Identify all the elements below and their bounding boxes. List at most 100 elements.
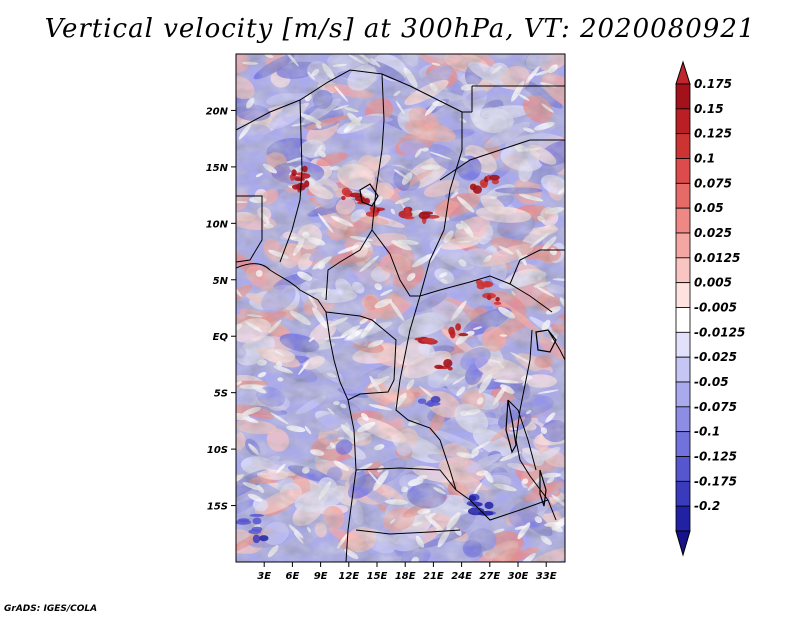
colorbar-segment [675, 282, 691, 308]
x-tick-label: 27E [479, 571, 500, 582]
strong-updraft-spot [493, 301, 502, 305]
colorbar-segment [675, 108, 691, 135]
map-frame [235, 53, 566, 563]
x-tick-label: 24E [451, 571, 472, 582]
y-tick-label: EQ [213, 332, 229, 343]
colorbar-label: 0.15 [694, 102, 724, 116]
x-tick-label: 33E [536, 571, 557, 582]
colorbar-label: 0.175 [694, 77, 732, 91]
colorbar-segment [675, 456, 691, 482]
strong-updraft-spot [486, 294, 492, 301]
strong-downdraft-spot [430, 396, 441, 404]
colorbar-label: -0.125 [694, 450, 737, 464]
strong-downdraft-spot [252, 534, 261, 544]
border-line-8 [395, 295, 457, 491]
lake-victoria [535, 329, 557, 353]
colorbar-label: -0.075 [694, 400, 737, 414]
colorbar-segment [675, 381, 691, 408]
x-tick-label: 12E [338, 571, 359, 582]
colorbar-segment [675, 431, 691, 457]
strong-updraft-spot [421, 337, 436, 343]
colorbar-segment [675, 182, 691, 209]
border-sahara [236, 69, 472, 131]
strong-updraft-spot [341, 195, 346, 201]
colorbar-segment [675, 207, 691, 234]
x-tick-label: 30E [508, 571, 529, 582]
border-line-2 [371, 73, 385, 231]
strong-downdraft-spot [417, 398, 427, 404]
colorbar-label: 0.125 [694, 127, 732, 141]
colorbar-label: -0.0125 [694, 325, 745, 339]
strong-downdraft-spot [249, 513, 264, 517]
strong-updraft-spot [302, 165, 308, 173]
colorbar-segment [675, 331, 691, 358]
strong-updraft-spot [480, 182, 488, 189]
coastline-west [236, 263, 357, 562]
colorbar: 0.175 0.15 0.125 0.1 0.075 0.05 0.025 0.0125 0.0… [675, 60, 745, 557]
y-tick-label: 5N [213, 276, 229, 287]
lake-malawi [539, 469, 547, 507]
strong-updraft-spot [294, 178, 306, 182]
strong-updraft-spot [489, 174, 500, 181]
border-line-9 [355, 467, 549, 521]
strong-updraft-spot [495, 297, 500, 302]
strong-updraft-spot [418, 211, 431, 220]
border-line-16 [515, 329, 557, 521]
strong-downdraft-spot [484, 501, 494, 509]
strong-downdraft-spot [259, 535, 269, 542]
colorbar-label: 0.1 [694, 152, 715, 166]
x-tick-label: 3E [257, 571, 271, 582]
strong-downdraft-spot [467, 507, 485, 516]
y-tick-label: 15S [207, 502, 228, 513]
strong-updraft-patches [236, 165, 502, 544]
strong-downdraft-spot [424, 401, 441, 406]
colorbar-label: 0.075 [694, 176, 732, 190]
strong-updraft-spot [447, 366, 453, 371]
colorbar-label: -0.1 [694, 425, 720, 439]
y-tick-label: 15N [206, 163, 229, 174]
grads-credit: GrADS: IGES/COLA [4, 604, 98, 614]
strong-updraft-spot [291, 169, 297, 177]
colorbar-label: -0.005 [694, 301, 737, 315]
x-axis: 3E 6E 9E 12E 15E 18E 21E 24E 27E 30E 33E [257, 562, 557, 582]
colorbar-segment [675, 257, 691, 284]
border-line-5 [325, 229, 373, 301]
y-tick-label: 20N [206, 106, 229, 117]
strong-updraft-spot [455, 323, 461, 331]
y-axis: 20N 15N 10N 5N EQ 5S 10S 15S [206, 106, 236, 513]
colorbar-label: -0.2 [694, 499, 720, 513]
velocity-field [236, 54, 565, 562]
strong-updraft-spot [434, 364, 444, 369]
strong-downdraft-spot [252, 517, 262, 525]
colorbar-label: -0.05 [694, 375, 729, 389]
strong-downdraft-spot [237, 518, 250, 523]
colorbar-label: 0.05 [694, 201, 724, 215]
colorbar-segment [675, 356, 691, 383]
y-tick-label: 10S [207, 445, 228, 456]
border-line-14 [439, 139, 565, 181]
border-line-4 [279, 99, 303, 263]
colorbar-label: 0.025 [694, 226, 732, 240]
strong-updraft-spot [369, 205, 378, 213]
border-line-7 [325, 311, 397, 401]
border-line-15 [236, 195, 263, 263]
border-line-13 [509, 249, 565, 285]
strong-updraft-spot [300, 173, 311, 179]
strong-updraft-spot [443, 359, 453, 368]
x-tick-label: 18E [395, 571, 416, 582]
colorbar-label: -0.025 [694, 350, 737, 364]
x-tick-label: 21E [423, 571, 444, 582]
colorbar-segment [675, 480, 691, 507]
border-line-6 [371, 229, 553, 313]
colorbar-segment [675, 406, 691, 433]
strong-updraft-spot [291, 184, 303, 190]
colorbar-segment [675, 307, 691, 333]
border-line-10 [355, 529, 461, 535]
colorbar-label: 0.0125 [694, 251, 740, 265]
border-line-17 [547, 329, 565, 361]
colorbar-segment [675, 505, 691, 532]
colorbar-low-triangle [675, 530, 691, 557]
country-borders [236, 69, 565, 562]
strong-updraft-spot [448, 326, 455, 336]
